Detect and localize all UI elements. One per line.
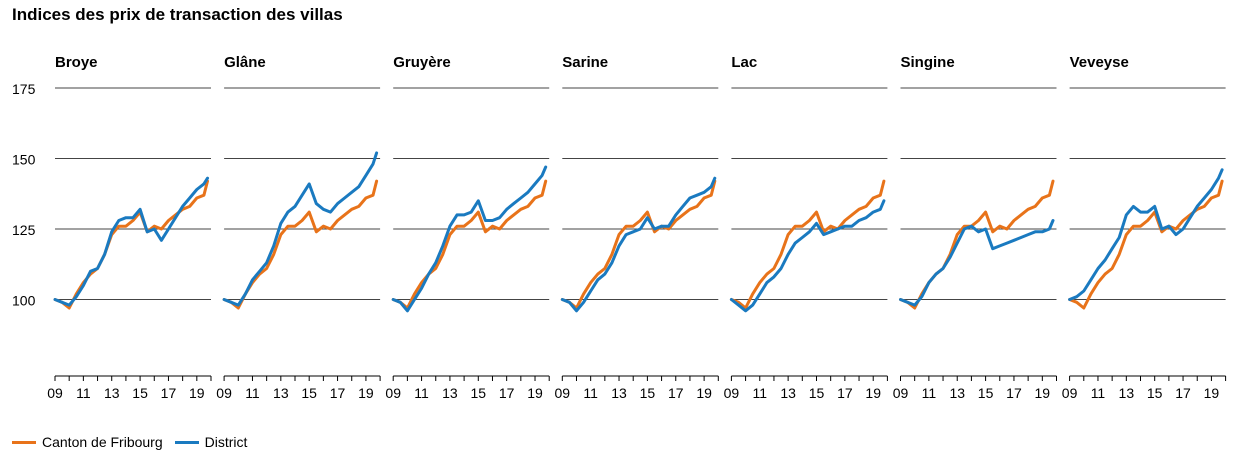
legend-swatch-canton [12, 440, 36, 444]
series-district-singine [899, 219, 1055, 307]
x-tick-label-sarine-11: 11 [583, 385, 598, 401]
series-district-gruyere [391, 165, 548, 313]
x-tick-label-sarine-09: 09 [555, 385, 571, 401]
y-tick-label-150: 150 [12, 152, 36, 168]
chart-title: Indices des prix de transaction des vill… [12, 5, 343, 24]
series-district-veveyse [1068, 168, 1224, 301]
panel-title-glane: Glâne [224, 54, 266, 71]
legend-item-canton: Canton de Fribourg [12, 434, 163, 450]
x-tick-label-glane-19: 19 [358, 385, 374, 401]
x-tick-label-gruyere-17: 17 [499, 385, 515, 401]
x-tick-label-glane-17: 17 [330, 385, 346, 401]
series-canton-lac [729, 179, 886, 310]
x-tick-label-gruyere-09: 09 [385, 385, 401, 401]
x-tick-label-lac-17: 17 [837, 385, 853, 401]
y-tick-label-175: 175 [12, 81, 36, 97]
x-tick-label-sarine-13: 13 [611, 385, 627, 401]
x-tick-label-singine-09: 09 [893, 385, 909, 401]
y-tick-label-100: 100 [12, 293, 36, 309]
x-tick-label-veveyse-17: 17 [1175, 385, 1191, 401]
x-tick-label-gruyere-13: 13 [442, 385, 458, 401]
x-tick-label-singine-11: 11 [922, 385, 937, 401]
x-tick-label-singine-15: 15 [978, 385, 994, 401]
x-tick-label-veveyse-09: 09 [1062, 385, 1078, 401]
x-tick-label-singine-13: 13 [949, 385, 965, 401]
x-tick-label-glane-13: 13 [273, 385, 289, 401]
x-tick-label-sarine-15: 15 [640, 385, 656, 401]
legend: Canton de Fribourg District [12, 434, 247, 450]
x-tick-label-broye-09: 09 [47, 385, 63, 401]
x-tick-label-gruyere-15: 15 [471, 385, 487, 401]
panel-title-singine: Singine [901, 54, 955, 71]
x-tick-label-veveyse-13: 13 [1119, 385, 1135, 401]
x-tick-label-veveyse-11: 11 [1091, 385, 1106, 401]
x-tick-label-singine-17: 17 [1006, 385, 1022, 401]
x-tick-label-lac-19: 19 [865, 385, 881, 401]
panel-title-gruyere: Gruyère [393, 54, 451, 71]
x-tick-label-veveyse-19: 19 [1204, 385, 1220, 401]
series-district-glane [222, 151, 379, 307]
x-tick-label-lac-09: 09 [724, 385, 740, 401]
x-tick-label-glane-09: 09 [216, 385, 232, 401]
series-district-lac [729, 199, 886, 313]
panel-title-veveyse: Veveyse [1070, 54, 1129, 71]
legend-swatch-district [174, 440, 199, 444]
y-tick-label-125: 125 [12, 222, 36, 238]
legend-label-district: District [204, 434, 248, 450]
series-canton-sarine [560, 179, 717, 310]
x-tick-label-broye-15: 15 [132, 385, 148, 401]
x-tick-label-broye-13: 13 [104, 385, 120, 401]
series-canton-broye [53, 179, 209, 310]
series-district-sarine [560, 176, 717, 313]
x-tick-label-gruyere-11: 11 [414, 385, 429, 401]
x-tick-label-singine-19: 19 [1035, 385, 1051, 401]
legend-label-canton: Canton de Fribourg [42, 434, 163, 450]
series-canton-gruyere [391, 179, 548, 310]
panel-title-broye: Broye [55, 54, 98, 71]
x-tick-label-sarine-17: 17 [668, 385, 684, 401]
small-multiples-chart: 100 125 150 175 Broye 09 11 13 15 17 19 Glâne 09 11 13… [12, 54, 1227, 401]
panel-title-lac: Lac [731, 54, 757, 71]
x-tick-label-sarine-19: 19 [696, 385, 712, 401]
x-tick-label-broye-19: 19 [189, 385, 205, 401]
panel-title-sarine: Sarine [562, 54, 608, 71]
x-tick-label-broye-11: 11 [76, 385, 91, 401]
x-tick-label-gruyere-19: 19 [527, 385, 543, 401]
series-canton-singine [899, 179, 1055, 310]
x-tick-label-glane-15: 15 [301, 385, 317, 401]
series-district-broye [53, 176, 209, 307]
x-tick-label-lac-15: 15 [809, 385, 825, 401]
series-canton-veveyse [1068, 179, 1224, 310]
x-tick-label-glane-11: 11 [245, 385, 260, 401]
x-tick-label-broye-17: 17 [161, 385, 177, 401]
x-tick-label-lac-11: 11 [752, 385, 767, 401]
legend-item-district: District [174, 434, 248, 450]
x-tick-label-lac-13: 13 [780, 385, 796, 401]
x-tick-label-veveyse-15: 15 [1147, 385, 1163, 401]
